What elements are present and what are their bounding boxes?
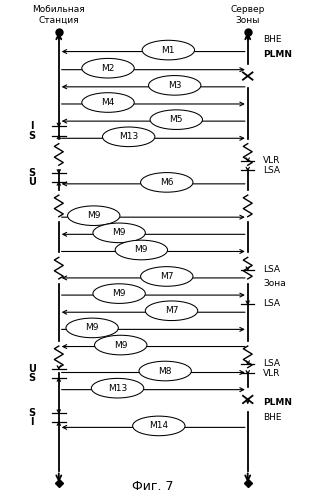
Text: M7: M7: [165, 306, 178, 316]
Ellipse shape: [67, 206, 120, 226]
Text: LSA: LSA: [263, 166, 280, 174]
Text: M9: M9: [114, 340, 127, 349]
Ellipse shape: [148, 76, 201, 95]
Text: ВНЕ: ВНЕ: [263, 35, 282, 44]
Text: Сервер
Зоны: Сервер Зоны: [231, 5, 265, 24]
Text: U: U: [28, 364, 36, 374]
Text: VLR: VLR: [263, 156, 280, 166]
Text: Зона: Зона: [263, 279, 286, 288]
Ellipse shape: [82, 58, 134, 78]
Text: M4: M4: [101, 98, 115, 107]
Text: M8: M8: [158, 366, 172, 376]
Text: S: S: [28, 131, 35, 141]
Text: I: I: [30, 418, 34, 428]
Ellipse shape: [82, 92, 134, 112]
Text: M1: M1: [162, 46, 175, 54]
Ellipse shape: [142, 40, 194, 60]
Ellipse shape: [141, 172, 193, 192]
Text: PLMN: PLMN: [263, 398, 292, 407]
Text: M9: M9: [87, 211, 100, 220]
Ellipse shape: [133, 416, 185, 436]
Ellipse shape: [95, 336, 147, 355]
Text: M9: M9: [86, 324, 99, 332]
Ellipse shape: [145, 301, 198, 320]
Text: M7: M7: [160, 272, 174, 281]
Text: Фиг. 7: Фиг. 7: [132, 480, 173, 492]
Text: M6: M6: [160, 178, 174, 187]
Ellipse shape: [115, 240, 168, 260]
Ellipse shape: [91, 378, 144, 398]
Text: M5: M5: [169, 115, 183, 124]
Text: M13: M13: [119, 132, 138, 141]
Text: Мобильная
Станция: Мобильная Станция: [32, 5, 85, 24]
Text: ВНЕ: ВНЕ: [263, 413, 282, 422]
Text: M13: M13: [108, 384, 127, 392]
Text: M9: M9: [112, 289, 126, 298]
Ellipse shape: [93, 284, 145, 304]
Text: M2: M2: [101, 64, 115, 72]
Text: S: S: [28, 408, 35, 418]
Text: LSA: LSA: [263, 300, 280, 308]
Text: M9: M9: [112, 228, 126, 237]
Text: LSA: LSA: [263, 359, 280, 368]
Ellipse shape: [102, 127, 155, 146]
Ellipse shape: [93, 223, 145, 242]
Text: M14: M14: [149, 422, 168, 430]
Ellipse shape: [66, 318, 118, 338]
Text: M9: M9: [134, 246, 148, 254]
Text: PLMN: PLMN: [263, 50, 292, 59]
Ellipse shape: [139, 361, 191, 381]
Text: LSA: LSA: [263, 265, 280, 274]
Text: M3: M3: [168, 81, 181, 90]
Ellipse shape: [150, 110, 202, 130]
Text: S: S: [28, 374, 35, 384]
Text: S: S: [28, 168, 35, 177]
Ellipse shape: [141, 266, 193, 286]
Text: U: U: [28, 178, 36, 188]
Text: VLR: VLR: [263, 369, 280, 378]
Text: I: I: [30, 121, 34, 131]
